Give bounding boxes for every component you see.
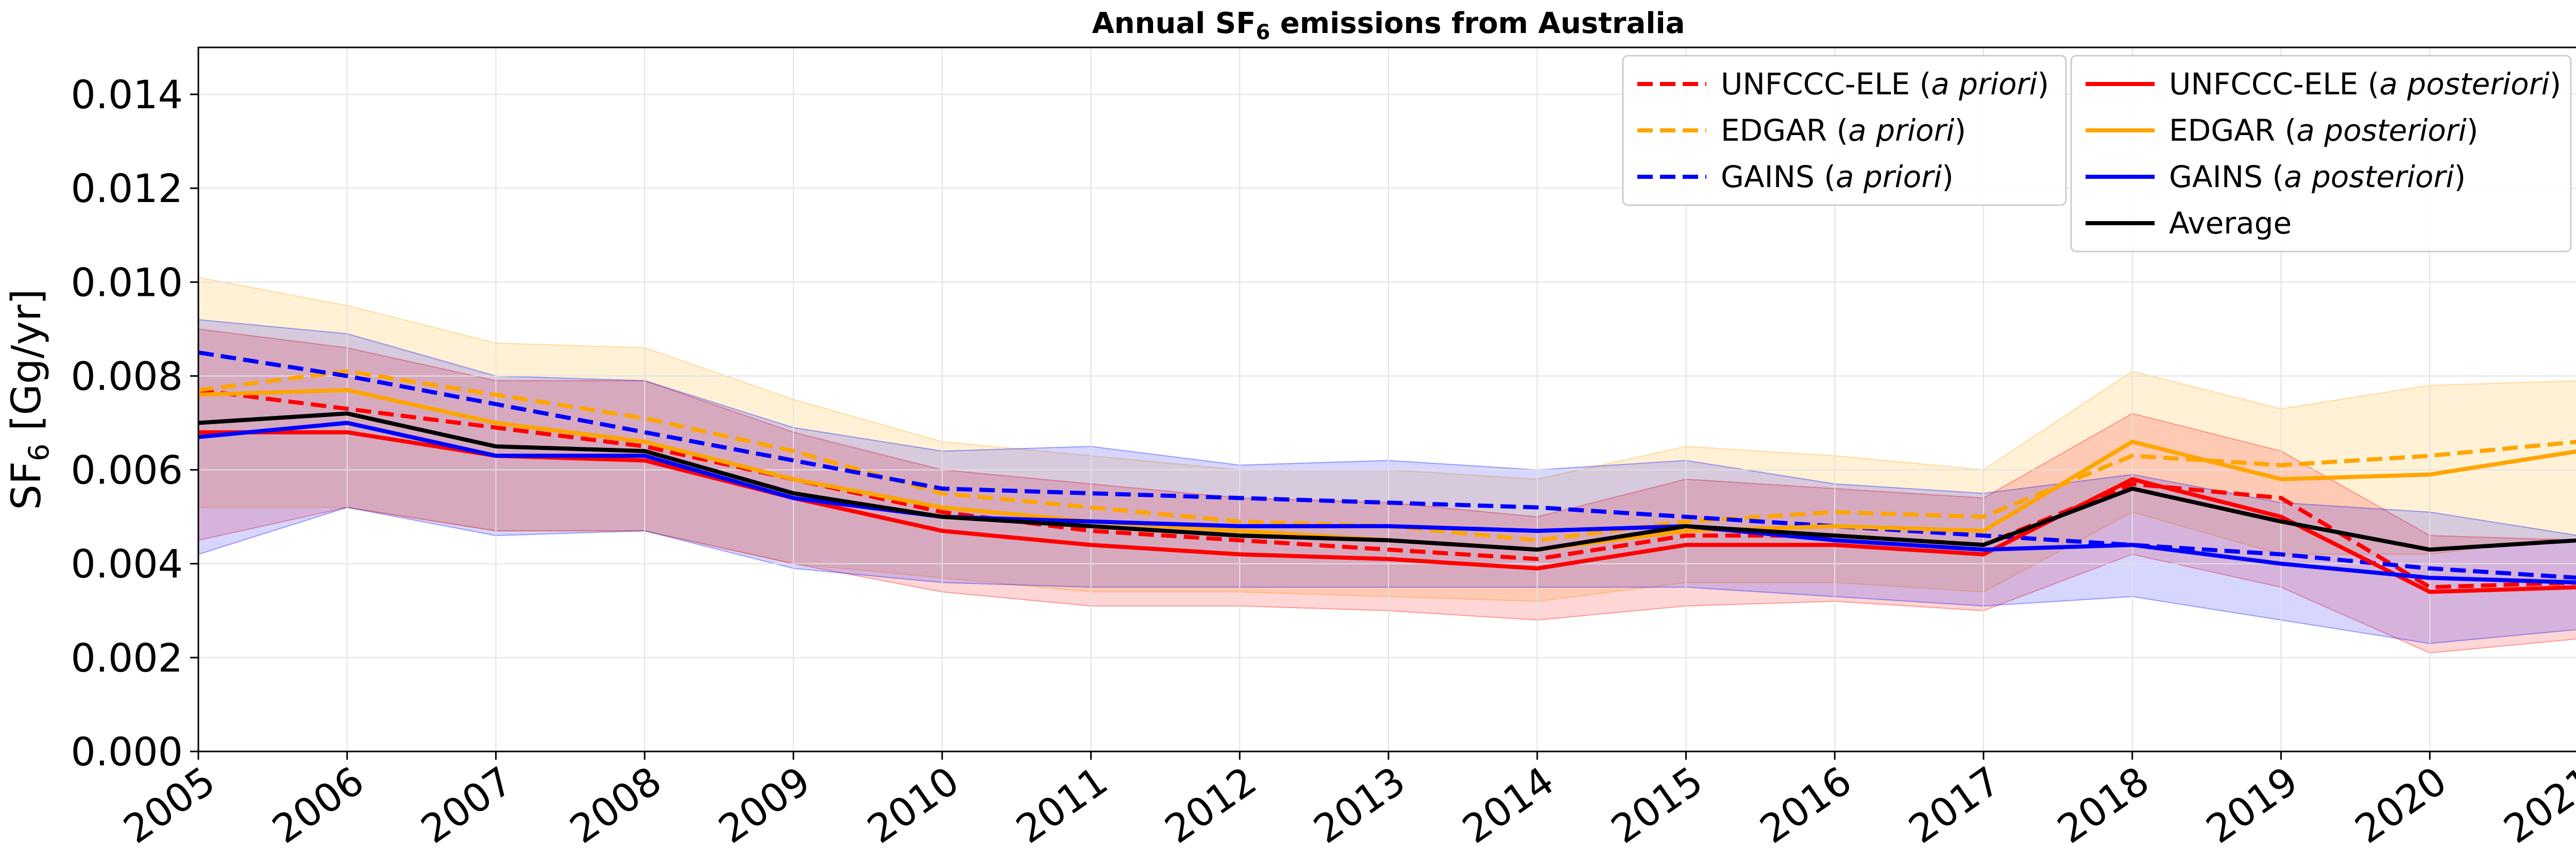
legend-label: UNFCCC-ELE (a posteriori) (2169, 66, 2561, 102)
legend-box-posteriori-frame (2070, 55, 2572, 253)
x-tick-label: 2017 (1901, 758, 2008, 852)
y-tick-label: 0.006 (71, 447, 183, 493)
x-tick-label: 2012 (1157, 758, 1264, 852)
y-axis-label: SF6 [Gg/yr] (4, 289, 55, 510)
series-line-gains-a-posteriori (198, 421, 2576, 585)
x-tick-label: 2018 (2049, 758, 2157, 852)
series-lines (198, 350, 2576, 594)
series-line-unfccc-ele-a-posteriori (198, 430, 2576, 594)
legend-entry-edgar-a-priori[interactable]: EDGAR (a priori) (1637, 113, 1966, 148)
legend-label: GAINS (a posteriori) (2169, 159, 2466, 194)
chart-title: Annual SF6 emissions from Australia (1092, 7, 1685, 44)
legend-entry-unfccc-ele-a-posteriori[interactable]: UNFCCC-ELE (a posteriori) (2086, 66, 2561, 102)
x-tick-label: 2007 (413, 758, 520, 852)
uncertainty-band-edgar (198, 276, 2576, 602)
uncertainty-band-unfccc-ele (198, 328, 2576, 654)
x-tick-label: 2008 (562, 758, 669, 852)
legend-label: EDGAR (a priori) (1721, 113, 1966, 148)
legend-label: UNFCCC-ELE (a priori) (1721, 66, 2049, 102)
x-tick-label: 2010 (859, 758, 967, 852)
legend-label: GAINS (a priori) (1721, 159, 1954, 194)
x-tick-label: 2006 (264, 758, 372, 852)
series-line-unfccc-ele-a-priori (198, 388, 2576, 590)
series-line-average (198, 411, 2576, 552)
x-tick-label: 2009 (710, 758, 818, 852)
y-tick-label: 0.002 (71, 635, 183, 681)
x-tick-label: 2011 (1008, 758, 1115, 852)
y-tick-label: 0.008 (71, 353, 183, 399)
y-tick-label: 0.010 (71, 259, 183, 305)
uncertainty-bands (198, 276, 2576, 654)
y-tick-label: 0.012 (71, 165, 183, 211)
x-tick-label: 2021 (2496, 758, 2576, 852)
legend-entry-unfccc-ele-a-priori[interactable]: UNFCCC-ELE (a priori) (1637, 66, 2049, 102)
y-tick-label: 0.004 (71, 541, 183, 587)
x-tick-label: 2014 (1454, 758, 1562, 852)
x-tick-label: 2015 (1603, 758, 1710, 852)
x-tick-label: 2016 (1752, 758, 1859, 852)
legend-box-priori-frame (1622, 55, 2067, 206)
legend-entry-edgar-a-posteriori[interactable]: EDGAR (a posteriori) (2086, 113, 2478, 148)
x-tick-label: 2019 (2198, 758, 2306, 852)
y-tick-label: 0.014 (71, 72, 183, 118)
y-tick-label: 0.000 (71, 729, 183, 775)
legend-label: Average (2169, 206, 2292, 241)
legend-entry-gains-a-priori[interactable]: GAINS (a priori) (1637, 159, 1954, 194)
uncertainty-band-gains (198, 319, 2576, 644)
x-tick-label: 2013 (1306, 758, 1413, 852)
series-line-gains-a-priori (198, 350, 2576, 580)
legend-box-posteriori: UNFCCC-ELE (a posteriori) EDGAR (a poster… (2070, 55, 2572, 253)
grid-lines (198, 47, 2576, 752)
legend-box-priori: UNFCCC-ELE (a priori) EDGAR (a priori) GAI… (1622, 55, 2067, 206)
x-tick-label: 2020 (2347, 758, 2454, 852)
chart-title-group: Annual SF6 emissions from Australia (1092, 7, 1685, 44)
legend-entry-average[interactable]: Average (2086, 206, 2292, 241)
legend-label: EDGAR (a posteriori) (2169, 113, 2478, 148)
legend-entry-gains-a-posteriori[interactable]: GAINS (a posteriori) (2086, 159, 2466, 194)
legend[interactable]: UNFCCC-ELE (a priori) EDGAR (a priori) GAI… (1622, 55, 2572, 253)
